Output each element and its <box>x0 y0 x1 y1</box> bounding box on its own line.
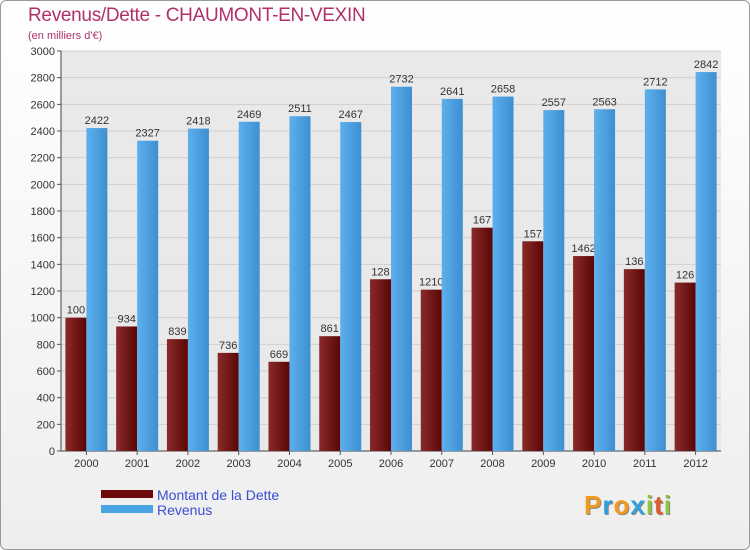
data-label-revenus: 2712 <box>643 76 667 88</box>
y-tick-label: 2000 <box>31 179 55 191</box>
bar-revenus <box>543 110 565 452</box>
x-tick-label: 2004 <box>277 458 301 470</box>
legend-label-dette: Montant de la Dette <box>157 487 280 503</box>
bar-revenus <box>137 140 159 451</box>
bar-dette <box>420 289 442 451</box>
bar-dette <box>217 352 239 451</box>
y-tick-label: 2200 <box>31 153 55 165</box>
x-tick-label: 2001 <box>125 458 149 470</box>
bar-revenus <box>441 98 463 451</box>
y-tick-label: 600 <box>37 366 55 378</box>
bar-revenus <box>695 72 717 452</box>
bar-revenus <box>391 86 412 451</box>
bar-dette <box>319 336 341 451</box>
proxiti-logo: Proxiti <box>584 490 672 521</box>
logo-letter: i <box>645 490 655 520</box>
y-tick-label: 2600 <box>31 99 55 111</box>
y-tick-label: 1800 <box>31 206 55 218</box>
y-tick-label: 400 <box>37 393 55 405</box>
data-label-dette: 157 <box>524 228 542 240</box>
logo-letter: t <box>654 490 664 520</box>
logo-letter: x <box>630 490 646 520</box>
y-tick-label: 0 <box>49 446 55 458</box>
y-tick-label: 200 <box>37 419 55 431</box>
bar-dette <box>674 282 696 451</box>
data-label-revenus: 2467 <box>338 109 362 121</box>
data-label-dette: 1210 <box>419 277 443 289</box>
bar-revenus <box>644 89 666 452</box>
data-label-dette: 736 <box>219 340 237 352</box>
data-label-dette: 167 <box>473 215 491 227</box>
data-label-revenus: 2327 <box>135 128 159 140</box>
bar-revenus <box>238 121 260 452</box>
y-tick-label: 2400 <box>31 126 55 138</box>
x-tick-label: 2012 <box>683 458 707 470</box>
x-tick-label: 2006 <box>379 458 403 470</box>
data-label-revenus: 2658 <box>491 84 515 96</box>
bar-dette <box>268 361 290 451</box>
data-label-dette: 861 <box>321 323 339 335</box>
bar-dette <box>623 269 645 451</box>
data-label-dette: 1462 <box>571 243 595 255</box>
logo-letter: i <box>663 490 672 520</box>
legend-label-revenus: Revenus <box>157 502 213 518</box>
x-tick-label: 2008 <box>480 458 504 470</box>
bar-revenus <box>594 109 616 452</box>
bar-dette <box>471 227 493 451</box>
y-tick-label: 1400 <box>31 259 55 271</box>
bar-revenus <box>187 128 209 451</box>
data-label-revenus: 2641 <box>440 86 464 98</box>
y-tick-label: 3000 <box>31 46 55 58</box>
bar-revenus <box>340 122 362 452</box>
x-tick-label: 2009 <box>531 458 555 470</box>
y-tick-label: 800 <box>37 339 55 351</box>
data-label-dette: 100 <box>67 305 85 317</box>
data-label-revenus: 2422 <box>85 115 109 127</box>
y-tick-label: 2800 <box>31 73 55 85</box>
x-tick-label: 2010 <box>582 458 606 470</box>
x-tick-label: 2000 <box>74 458 98 470</box>
x-tick-label: 2003 <box>226 458 250 470</box>
bar-dette <box>573 256 595 451</box>
bar-revenus <box>492 96 514 451</box>
bar-revenus <box>86 128 108 452</box>
data-label-dette: 839 <box>168 326 186 338</box>
data-label-dette: 136 <box>625 256 643 268</box>
chart-title: Revenus/Dette - CHAUMONT-EN-VEXIN <box>28 5 366 26</box>
bar-dette <box>370 279 391 451</box>
data-label-revenus: 2563 <box>592 96 616 108</box>
x-tick-label: 2011 <box>633 458 657 470</box>
bar-revenus <box>289 116 311 451</box>
data-label-dette: 669 <box>270 349 288 361</box>
x-tick-label: 2007 <box>430 458 454 470</box>
y-tick-label: 1600 <box>31 233 55 245</box>
legend-swatch-dette <box>101 490 153 498</box>
data-label-dette: 934 <box>117 313 135 325</box>
data-label-revenus: 2511 <box>288 103 312 115</box>
logo-letter: P <box>584 490 603 520</box>
data-label-revenus: 2557 <box>542 97 566 109</box>
legend-swatch-revenus <box>101 505 153 513</box>
data-label-dette: 126 <box>676 270 694 282</box>
bar-dette <box>166 339 188 451</box>
y-tick-label: 1000 <box>31 313 55 325</box>
logo-letter: o <box>613 490 631 520</box>
bar-dette <box>116 326 138 451</box>
data-label-revenus: 2469 <box>237 109 261 121</box>
y-tick-label: 1200 <box>31 286 55 298</box>
data-label-dette: 128 <box>371 266 389 278</box>
x-tick-label: 2002 <box>176 458 200 470</box>
bar-dette <box>65 317 87 451</box>
data-label-revenus: 2418 <box>186 116 210 128</box>
x-tick-label: 2005 <box>328 458 352 470</box>
chart-subtitle: (en milliers d'€) <box>28 30 103 42</box>
bar-dette <box>522 241 544 451</box>
data-label-revenus: 2732 <box>389 74 413 86</box>
data-label-revenus: 2842 <box>694 59 718 71</box>
logo-letter: r <box>602 490 614 520</box>
